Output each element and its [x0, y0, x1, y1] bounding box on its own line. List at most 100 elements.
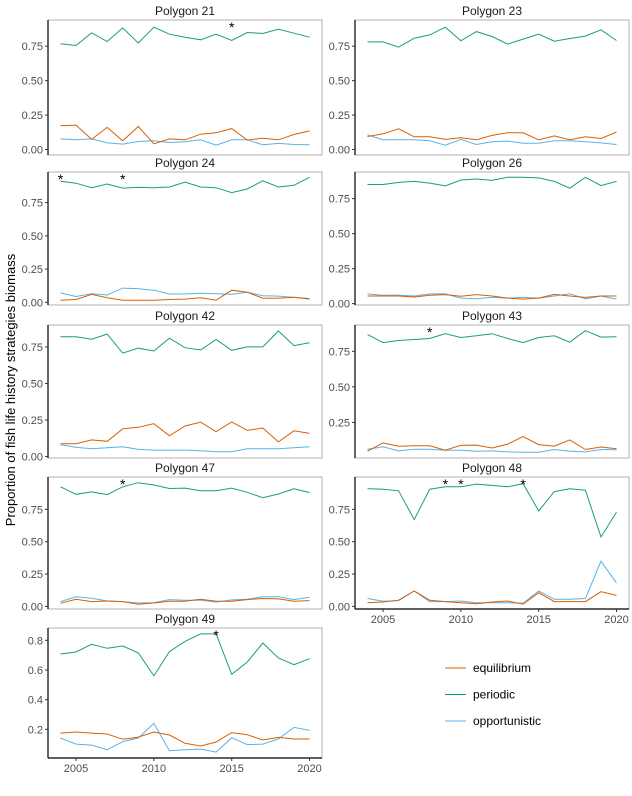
series-line-opportunistic	[60, 138, 310, 146]
legend-label: equilibrium	[473, 661, 531, 675]
y-tick-label: 0.25	[329, 569, 350, 581]
y-tick-label: 0.50	[329, 537, 350, 549]
x-tick-label: 2015	[219, 763, 243, 775]
series-line-equilibrium	[60, 633, 310, 677]
series-line-equilibrium	[60, 330, 310, 354]
series-line-equilibrium	[367, 330, 617, 344]
legend: equilibrium periodic opportunistic	[445, 661, 541, 728]
y-tick-label: 0.75	[329, 346, 350, 358]
y-tick-label: 0.50	[22, 76, 43, 88]
y-tick-label: 0.75	[22, 504, 43, 516]
y-tick-label: 0.6	[28, 665, 43, 677]
x-tick-label: 2005	[371, 614, 395, 626]
panel-title: Polygon 42	[155, 309, 215, 323]
y-tick-label: 0.50	[22, 378, 43, 390]
panel-polygon-26: Polygon 26 0.00 0.25 0.50 0.75	[329, 156, 630, 311]
panel-title: Polygon 47	[155, 461, 215, 475]
x-tick-label: 2005	[64, 763, 88, 775]
y-tick-label: 0.50	[22, 231, 43, 243]
y-tick-label: 0.25	[329, 417, 350, 429]
series-line-equilibrium	[367, 483, 617, 539]
series-line-periodic	[367, 590, 617, 605]
y-tick-label: 0.25	[22, 110, 43, 122]
x-tick-label: 2020	[297, 763, 321, 775]
y-tick-label: 0.00	[22, 601, 43, 613]
series-line-periodic	[60, 289, 310, 301]
panel-border	[354, 171, 630, 306]
panel-border	[47, 171, 323, 306]
y-tick-label: 0.25	[329, 264, 350, 276]
significance-asterisk: *	[120, 476, 126, 492]
panel-border	[47, 19, 323, 156]
panel-title: Polygon 49	[155, 612, 215, 626]
series-line-periodic	[367, 128, 617, 141]
y-tick-label: 0.75	[22, 198, 43, 210]
legend-item-opportunistic: opportunistic	[445, 714, 541, 728]
panel-title: Polygon 43	[462, 309, 522, 323]
x-tick-label: 2010	[142, 763, 166, 775]
y-tick-label: 0.50	[329, 229, 350, 241]
y-tick-label: 0.75	[22, 41, 43, 53]
series-line-periodic	[367, 293, 617, 300]
significance-asterisk: *	[443, 476, 449, 492]
y-tick-label: 0.25	[22, 569, 43, 581]
y-tick-label: 0.00	[22, 144, 43, 156]
panel-border	[354, 324, 630, 459]
panel-title: Polygon 26	[462, 156, 522, 170]
series-line-opportunistic	[60, 596, 310, 604]
legend-label: periodic	[473, 688, 515, 702]
y-tick-label: 0.4	[28, 695, 43, 707]
x-tick-label: 2020	[604, 614, 628, 626]
panel-title: Polygon 23	[462, 4, 522, 18]
y-tick-label: 0.00	[329, 299, 350, 311]
series-line-periodic	[60, 597, 310, 605]
panel-polygon-47: Polygon 47 0.00 0.25 0.50 0.75 *	[22, 461, 323, 613]
y-tick-label: 0.25	[22, 415, 43, 427]
series-line-periodic	[60, 421, 310, 445]
significance-asterisk: *	[213, 627, 219, 643]
significance-asterisk: *	[427, 324, 433, 340]
y-tick-label: 0.25	[22, 264, 43, 276]
panel-border	[47, 627, 323, 759]
y-tick-label: 0.50	[329, 382, 350, 394]
series-line-opportunistic	[367, 293, 617, 300]
series-line-equilibrium	[367, 26, 617, 48]
x-tick-label: 2010	[449, 614, 473, 626]
y-tick-label: 0.2	[28, 724, 43, 736]
y-axis-label: Proportion of fish life history strategi…	[3, 253, 18, 526]
series-line-equilibrium	[367, 176, 617, 189]
series-line-equilibrium	[60, 482, 310, 499]
y-tick-label: 0.75	[329, 504, 350, 516]
significance-asterisk: *	[520, 476, 526, 492]
series-line-equilibrium	[60, 176, 310, 194]
series-line-periodic	[367, 435, 617, 452]
legend-item-equilibrium: equilibrium	[445, 661, 531, 675]
panel-polygon-24: Polygon 24 0.00 0.25 0.50 0.75 * *	[22, 156, 323, 309]
panel-title: Polygon 21	[155, 4, 215, 18]
series-line-equilibrium	[60, 26, 310, 47]
significance-asterisk: *	[229, 19, 235, 35]
x-tick-label: 2015	[526, 614, 550, 626]
y-tick-label: 0.00	[329, 601, 350, 613]
panel-title: Polygon 48	[462, 461, 522, 475]
panel-border	[47, 476, 323, 610]
y-tick-label: 0.75	[22, 342, 43, 354]
series-line-opportunistic	[367, 446, 617, 453]
series-line-opportunistic	[60, 722, 310, 753]
panel-polygon-48: Polygon 48 0.00 0.25 0.50 0.75 2005 2010 2015 20…	[329, 461, 630, 626]
y-tick-label: 0.50	[329, 76, 350, 88]
legend-item-periodic: periodic	[445, 688, 515, 702]
series-line-periodic	[60, 124, 310, 145]
legend-label: opportunistic	[473, 714, 541, 728]
significance-asterisk: *	[58, 171, 64, 187]
y-tick-label: 0.25	[329, 110, 350, 122]
y-tick-label: 0.75	[329, 41, 350, 53]
panel-title: Polygon 24	[155, 156, 215, 170]
y-tick-label: 0.00	[22, 297, 43, 309]
panel-polygon-21: Polygon 21 0.00 0.25 0.50 0.75 *	[22, 4, 323, 156]
panel-border	[47, 324, 323, 459]
y-tick-label: 0.8	[28, 635, 43, 647]
series-line-periodic	[60, 731, 310, 747]
panel-polygon-43: Polygon 43 0.25 0.50 0.75 *	[329, 309, 630, 459]
